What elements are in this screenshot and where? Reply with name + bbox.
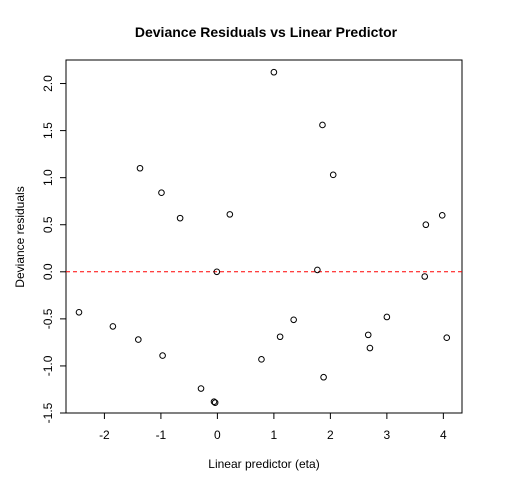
y-tick-label: 2.0	[41, 75, 55, 92]
data-point	[270, 68, 278, 76]
x-axis-label: Linear predictor (eta)	[208, 457, 319, 471]
data-point	[314, 266, 321, 274]
data-point	[226, 211, 234, 218]
data-point	[136, 164, 144, 172]
chart-title: Deviance Residuals vs Linear Predictor	[135, 24, 398, 40]
plot-frame	[65, 59, 463, 414]
data-point	[135, 336, 142, 343]
data-point	[109, 323, 117, 330]
y-axis-label: Deviance residuals	[13, 186, 27, 287]
data-point	[290, 316, 297, 324]
data-point	[383, 313, 391, 321]
data-point	[258, 356, 265, 363]
data-point	[213, 268, 221, 276]
y-axis: -1.5 -1.0 -0.5 0.0 0.5 1.0 1.5 2.0	[41, 75, 66, 423]
y-tick-label: -1.0	[41, 355, 55, 376]
data-point	[320, 373, 327, 381]
x-tick-label: 0	[214, 428, 221, 442]
y-tick-label: -0.5	[41, 308, 55, 329]
y-tick-label: 1.5	[41, 122, 55, 139]
x-tick-label: 1	[271, 428, 278, 442]
x-axis: -2 -1 0 1 2 3 4	[99, 413, 447, 442]
data-point	[158, 189, 165, 197]
data-point	[276, 333, 284, 341]
y-tick-label: 0.0	[41, 263, 55, 280]
data-points	[75, 68, 451, 406]
data-point	[211, 399, 219, 406]
data-point	[329, 171, 337, 179]
data-point	[421, 273, 429, 280]
data-point	[176, 214, 184, 222]
x-tick-label: 4	[440, 428, 447, 442]
data-point	[366, 344, 374, 352]
data-point	[422, 221, 430, 229]
data-point	[438, 212, 446, 219]
y-tick-label: -1.5	[41, 402, 55, 423]
x-tick-label: -1	[156, 428, 167, 442]
y-tick-label: 0.5	[41, 216, 55, 233]
data-point	[197, 385, 205, 392]
data-point	[210, 398, 218, 406]
data-point	[443, 334, 451, 341]
x-tick-label: 3	[384, 428, 391, 442]
data-point	[75, 308, 83, 316]
data-point	[159, 352, 166, 359]
x-tick-label: 2	[327, 428, 334, 442]
data-point	[364, 331, 372, 339]
y-tick-label: 1.0	[41, 169, 55, 186]
x-tick-label: -2	[99, 428, 110, 442]
data-point	[319, 121, 326, 129]
